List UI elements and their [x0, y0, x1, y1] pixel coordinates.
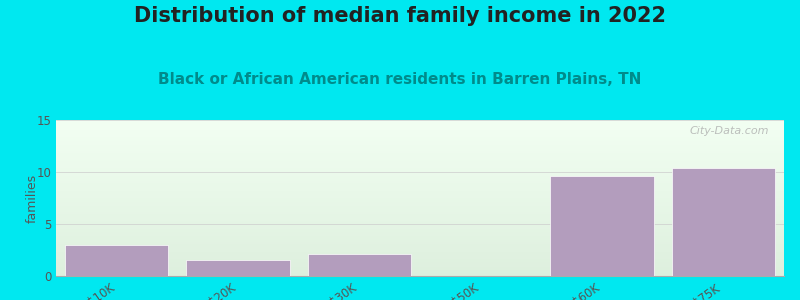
Bar: [550, 176, 654, 276]
Bar: [308, 254, 411, 276]
Text: City-Data.com: City-Data.com: [690, 126, 770, 136]
Bar: [65, 245, 168, 276]
Bar: [672, 168, 775, 276]
Y-axis label: families: families: [26, 173, 38, 223]
Text: Black or African American residents in Barren Plains, TN: Black or African American residents in B…: [158, 72, 642, 87]
Bar: [186, 260, 290, 276]
Text: Distribution of median family income in 2022: Distribution of median family income in …: [134, 6, 666, 26]
